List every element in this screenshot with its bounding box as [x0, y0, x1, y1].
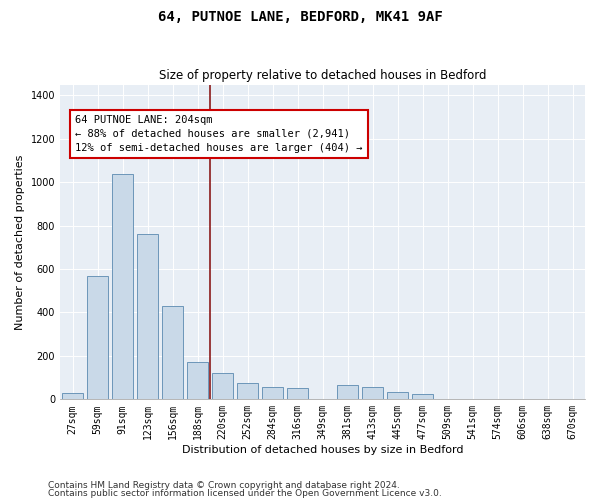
Bar	[112, 174, 133, 400]
Bar	[62, 393, 83, 400]
Y-axis label: Number of detached properties: Number of detached properties	[15, 154, 25, 330]
Bar	[137, 234, 158, 400]
Bar	[187, 362, 208, 400]
Bar	[237, 383, 258, 400]
Bar	[212, 374, 233, 400]
Bar	[387, 392, 408, 400]
Text: 64, PUTNOE LANE, BEDFORD, MK41 9AF: 64, PUTNOE LANE, BEDFORD, MK41 9AF	[158, 10, 442, 24]
X-axis label: Distribution of detached houses by size in Bedford: Distribution of detached houses by size …	[182, 445, 463, 455]
Bar	[287, 388, 308, 400]
Text: Contains public sector information licensed under the Open Government Licence v3: Contains public sector information licen…	[48, 488, 442, 498]
Bar	[362, 388, 383, 400]
Bar	[87, 276, 108, 400]
Bar	[162, 306, 183, 400]
Bar	[412, 394, 433, 400]
Bar	[262, 388, 283, 400]
Bar	[337, 385, 358, 400]
Text: Contains HM Land Registry data © Crown copyright and database right 2024.: Contains HM Land Registry data © Crown c…	[48, 481, 400, 490]
Title: Size of property relative to detached houses in Bedford: Size of property relative to detached ho…	[159, 69, 486, 82]
Text: 64 PUTNOE LANE: 204sqm
← 88% of detached houses are smaller (2,941)
12% of semi-: 64 PUTNOE LANE: 204sqm ← 88% of detached…	[75, 115, 362, 153]
